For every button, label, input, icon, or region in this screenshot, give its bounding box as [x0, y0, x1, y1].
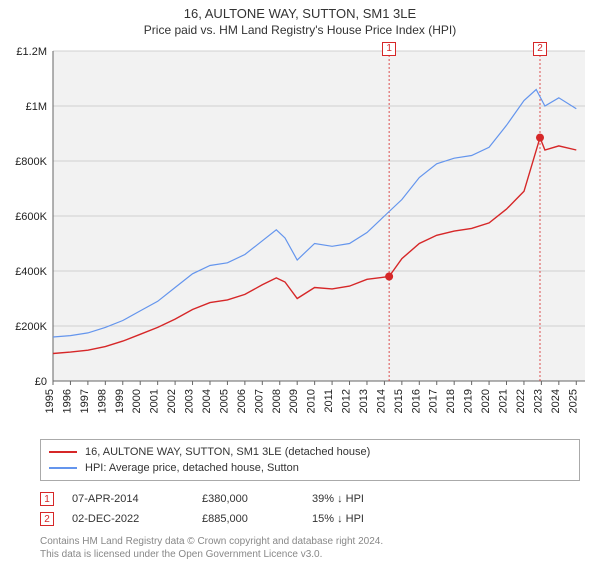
- event-row: 1 07-APR-2014 £380,000 39% ↓ HPI: [40, 489, 580, 509]
- svg-text:1996: 1996: [61, 389, 73, 413]
- legend-item: 16, AULTONE WAY, SUTTON, SM1 3LE (detach…: [49, 444, 571, 460]
- svg-text:2003: 2003: [184, 389, 196, 413]
- svg-text:2013: 2013: [358, 389, 370, 413]
- svg-text:2006: 2006: [236, 389, 248, 413]
- svg-text:£1M: £1M: [26, 101, 47, 113]
- svg-text:1995: 1995: [44, 389, 56, 413]
- svg-text:2007: 2007: [253, 389, 265, 413]
- event-date: 02-DEC-2022: [72, 513, 202, 525]
- event-pct: 15% ↓ HPI: [312, 513, 372, 525]
- svg-text:2001: 2001: [149, 389, 161, 413]
- svg-text:£600K: £600K: [15, 211, 47, 223]
- svg-text:2016: 2016: [410, 389, 422, 413]
- legend-label: 16, AULTONE WAY, SUTTON, SM1 3LE (detach…: [85, 446, 370, 458]
- svg-text:2009: 2009: [288, 389, 300, 413]
- svg-text:£1.2M: £1.2M: [16, 46, 47, 58]
- event-marker-icon: 2: [533, 42, 547, 56]
- chart-title: 16, AULTONE WAY, SUTTON, SM1 3LE: [0, 6, 600, 21]
- footer-line: This data is licensed under the Open Gov…: [40, 548, 580, 561]
- svg-text:£0: £0: [35, 376, 47, 388]
- event-row: 2 02-DEC-2022 £885,000 15% ↓ HPI: [40, 509, 580, 529]
- legend: 16, AULTONE WAY, SUTTON, SM1 3LE (detach…: [40, 439, 580, 481]
- event-price: £885,000: [202, 513, 312, 525]
- svg-text:2023: 2023: [532, 389, 544, 413]
- svg-text:2015: 2015: [393, 389, 405, 413]
- events-table: 1 07-APR-2014 £380,000 39% ↓ HPI 2 02-DE…: [40, 489, 580, 529]
- chart-area: £0 £200K £400K £600K £800K £1M £1.2M 1995 1996 19…: [5, 43, 595, 433]
- legend-swatch: [49, 451, 77, 453]
- event-price: £380,000: [202, 493, 312, 505]
- legend-item: HPI: Average price, detached house, Sutt…: [49, 460, 571, 476]
- footer-attribution: Contains HM Land Registry data © Crown c…: [40, 535, 580, 561]
- event-marker-icon: 2: [40, 512, 54, 526]
- svg-text:£800K: £800K: [15, 156, 47, 168]
- svg-text:2018: 2018: [445, 389, 457, 413]
- event-marker-icon: 1: [40, 492, 54, 506]
- svg-text:1998: 1998: [96, 389, 108, 413]
- legend-swatch: [49, 467, 77, 469]
- svg-text:2011: 2011: [323, 389, 335, 413]
- svg-text:1997: 1997: [79, 389, 91, 413]
- svg-text:2025: 2025: [567, 389, 579, 413]
- legend-label: HPI: Average price, detached house, Sutt…: [85, 462, 299, 474]
- chart-subtitle: Price paid vs. HM Land Registry's House …: [0, 23, 600, 37]
- footer-line: Contains HM Land Registry data © Crown c…: [40, 535, 580, 548]
- svg-text:2019: 2019: [463, 389, 475, 413]
- svg-text:2017: 2017: [428, 389, 440, 413]
- event-pct: 39% ↓ HPI: [312, 493, 372, 505]
- event-date: 07-APR-2014: [72, 493, 202, 505]
- svg-text:2014: 2014: [375, 389, 387, 413]
- chart-container: 16, AULTONE WAY, SUTTON, SM1 3LE Price p…: [0, 6, 600, 566]
- svg-text:£400K: £400K: [15, 266, 47, 278]
- svg-text:2022: 2022: [515, 389, 527, 413]
- svg-text:2004: 2004: [201, 389, 213, 413]
- svg-text:2008: 2008: [271, 389, 283, 413]
- svg-text:2021: 2021: [498, 389, 510, 413]
- svg-text:2002: 2002: [166, 389, 178, 413]
- svg-text:2010: 2010: [306, 389, 318, 413]
- svg-text:2012: 2012: [341, 389, 353, 413]
- line-chart: £0 £200K £400K £600K £800K £1M £1.2M 1995 1996 19…: [5, 43, 595, 433]
- svg-text:1999: 1999: [114, 389, 126, 413]
- event-marker-icon: 1: [382, 42, 396, 56]
- svg-text:2005: 2005: [218, 389, 230, 413]
- svg-text:2000: 2000: [131, 389, 143, 413]
- svg-text:2020: 2020: [480, 389, 492, 413]
- svg-text:2024: 2024: [550, 389, 562, 413]
- svg-text:£200K: £200K: [15, 321, 47, 333]
